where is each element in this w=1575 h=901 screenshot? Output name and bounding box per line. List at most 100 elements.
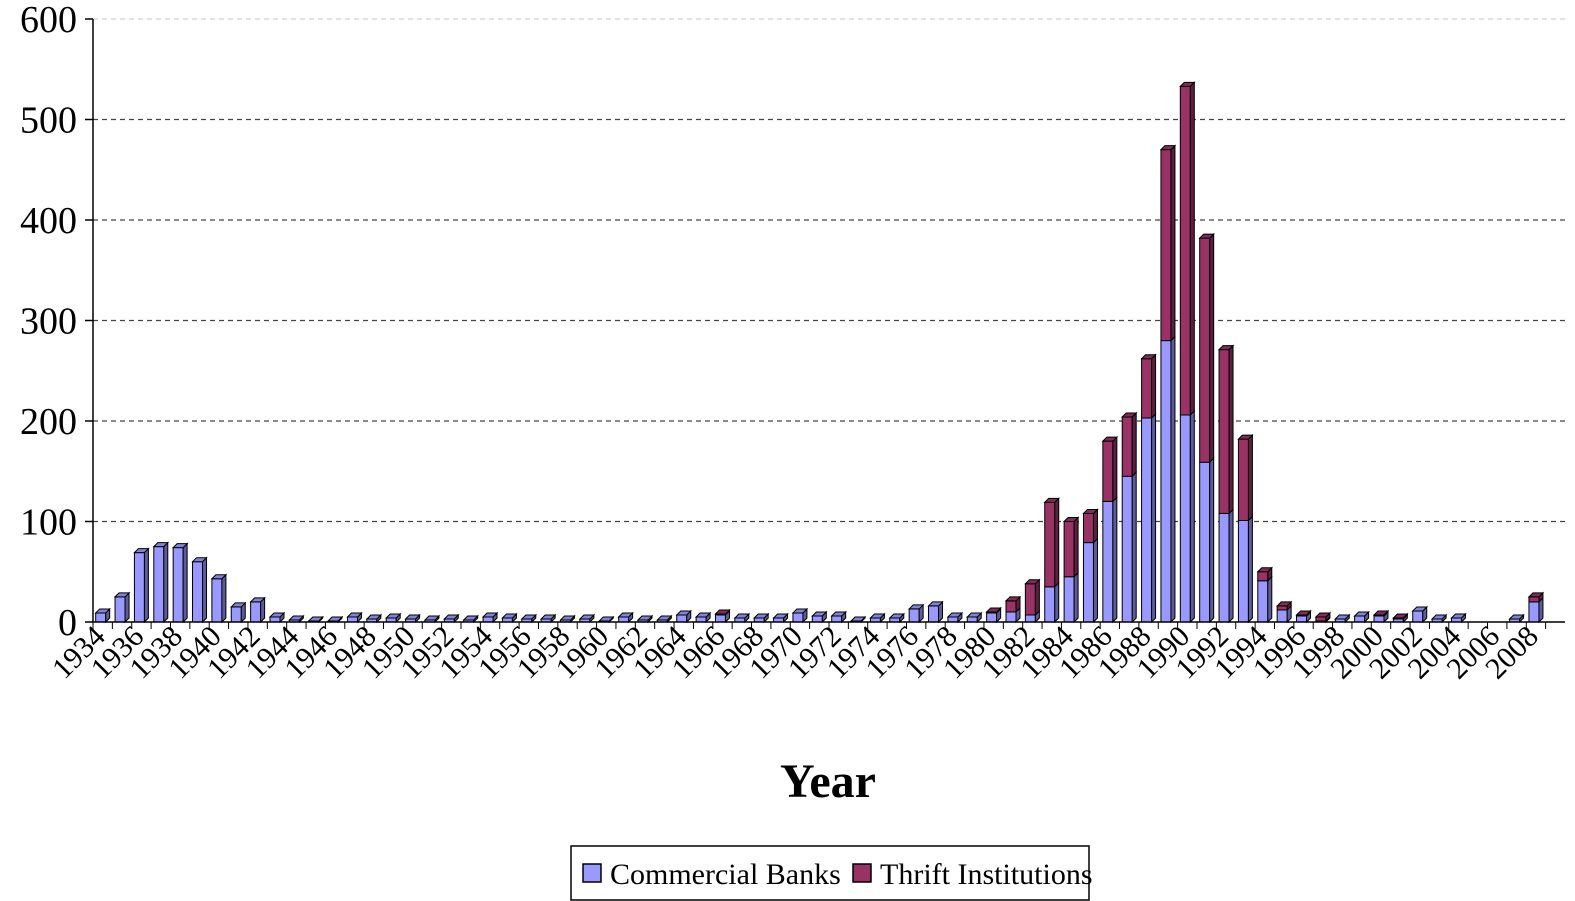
bar-segment-thrift-institutions-1986-front (1102, 440, 1114, 502)
bar-segment-commercial-banks-1992-front (1218, 512, 1230, 623)
bar-segment-thrift-institutions-1986 (1101, 435, 1119, 503)
bar-1986 (1101, 435, 1119, 624)
bar-segment-thrift-institutions-1993 (1237, 433, 1254, 522)
bar-1952 (443, 613, 460, 624)
axes (85, 18, 1565, 629)
bar-segment-commercial-banks-1961 (617, 611, 634, 624)
bar-segment-commercial-banks-1977 (927, 600, 944, 624)
bar-segment-commercial-banks-1969-top (772, 613, 789, 619)
bar-segment-commercial-banks-1971-front (811, 615, 823, 623)
bar-segment-commercial-banks-1968 (753, 612, 770, 624)
bar-1950 (404, 613, 421, 624)
bar-segment-commercial-banks-1943-top (268, 612, 286, 618)
bar-segment-commercial-banks-1963-top (656, 615, 673, 621)
bar-segment-commercial-banks-1948-top (365, 614, 383, 620)
bar-segment-commercial-banks-1972-top (830, 611, 847, 617)
bar-segment-commercial-banks-1999-top (1353, 611, 1370, 617)
bar-segment-commercial-banks-1940 (210, 573, 228, 624)
bar-1937 (152, 541, 169, 624)
bar-segment-commercial-banks-1968-top (753, 613, 770, 619)
bar-segment-commercial-banks-1972-front (831, 615, 843, 623)
bar-1968 (753, 612, 770, 624)
bar-segment-commercial-banks-1970-front (792, 612, 804, 623)
bar-2004 (1450, 612, 1467, 624)
bar-1934 (94, 607, 111, 624)
bar-segment-commercial-banks-1962 (636, 614, 654, 624)
bar-segment-commercial-banks-2007 (1508, 613, 1525, 624)
bar-1939 (191, 556, 208, 624)
bar-segment-commercial-banks-1936-front (133, 552, 145, 623)
bar-segment-commercial-banks-1983-side (1054, 581, 1060, 624)
bar-segment-commercial-banks-1999-front (1354, 615, 1366, 623)
bar-segment-thrift-institutions-1980-top (985, 607, 1002, 613)
bar-1936 (133, 547, 150, 624)
bar-segment-commercial-banks-1985 (1082, 537, 1098, 624)
bar-segment-commercial-banks-1965-front (695, 616, 707, 623)
bar-segment-thrift-institutions-1983-front (1044, 501, 1056, 588)
bar-segment-commercial-banks-1941-top (230, 602, 247, 608)
bar-1958 (559, 614, 576, 624)
bar-segment-commercial-banks-1944-top (288, 615, 305, 621)
bar-segment-thrift-institutions-1983 (1043, 497, 1060, 589)
bar-segment-commercial-banks-1951-top (423, 615, 441, 621)
bar-segment-commercial-banks-1989-side (1170, 335, 1176, 624)
x-axis-title: Year (780, 755, 876, 808)
y-tick-label-200: 200 (20, 401, 77, 443)
bar-segment-thrift-institutions-1988 (1140, 353, 1157, 420)
bar-segment-thrift-institutions-1984-front (1063, 521, 1075, 578)
bar-segment-commercial-banks-1971 (811, 610, 828, 624)
bar-segment-commercial-banks-1961-top (617, 612, 634, 618)
bar-segment-commercial-banks-1951 (423, 614, 441, 624)
bar-segment-thrift-institutions-1987-side (1131, 411, 1137, 478)
bar-segment-commercial-banks-1942 (249, 596, 266, 624)
bar-segment-thrift-institutions-2000-top (1372, 610, 1390, 616)
bar-segment-commercial-banks-2003-top (1430, 614, 1448, 620)
bar-segment-commercial-banks-1934-front (95, 612, 107, 623)
bar-1993 (1237, 433, 1254, 624)
bar-segment-commercial-banks-1938-front (172, 547, 184, 623)
bar-segment-commercial-banks-1934 (94, 607, 111, 624)
bar-segment-commercial-banks-1984-front (1063, 576, 1075, 623)
bar-segment-commercial-banks-1991-front (1199, 461, 1211, 623)
bar-1960 (598, 615, 615, 624)
bar-1977 (927, 600, 944, 624)
bar-segment-commercial-banks-1947-top (346, 612, 363, 618)
bar-segment-commercial-banks-1941-front (230, 606, 242, 623)
bar-segment-commercial-banks-1944 (288, 614, 305, 624)
bar-segment-commercial-banks-2008-front (1528, 601, 1540, 623)
bar-segment-commercial-banks-2004-top (1450, 613, 1467, 619)
bar-segment-commercial-banks-1940-front (211, 578, 223, 623)
bar-segment-commercial-banks-1991 (1199, 456, 1215, 624)
bar-2003 (1430, 613, 1448, 624)
bar-segment-thrift-institutions-1997-front (1315, 616, 1327, 622)
bar-segment-commercial-banks-1994-front (1257, 580, 1269, 623)
bar-segment-thrift-institutions-1989-side (1170, 144, 1176, 342)
bar-segment-commercial-banks-1956-top (520, 614, 537, 620)
bar-segment-commercial-banks-1950-top (404, 614, 421, 620)
bar-segment-thrift-institutions-1983-top (1043, 497, 1060, 503)
bar-segment-commercial-banks-1954 (481, 611, 499, 624)
bar-1990 (1179, 81, 1196, 624)
bar-1941 (230, 601, 247, 624)
bar-segment-commercial-banks-1947-front (346, 616, 358, 623)
bar-segment-thrift-institutions-1995 (1275, 600, 1293, 612)
bar-segment-commercial-banks-1976 (907, 603, 925, 624)
bar-segment-commercial-banks-1959-top (578, 614, 596, 620)
bar-1947 (346, 611, 363, 624)
bar-1974 (869, 612, 886, 624)
bar-2001 (1392, 612, 1409, 624)
bar-segment-commercial-banks-2002-top (1411, 606, 1428, 612)
bar-1992 (1217, 344, 1235, 624)
bar-segment-thrift-institutions-1992-front (1218, 349, 1230, 514)
bar-segment-thrift-institutions-1995-front (1276, 605, 1288, 611)
bar-segment-commercial-banks-1965 (694, 611, 712, 624)
bar-segment-thrift-institutions-1988-top (1140, 354, 1157, 360)
bar-2000 (1372, 609, 1390, 624)
bars (94, 81, 1545, 624)
bar-segment-thrift-institutions-1985-side (1092, 508, 1098, 544)
bar-segment-commercial-banks-1937-side (163, 541, 169, 624)
bar-1978 (946, 611, 964, 624)
bar-1989 (1159, 144, 1177, 624)
bar-1996 (1295, 609, 1312, 624)
bar-segment-commercial-banks-1993 (1237, 515, 1253, 624)
